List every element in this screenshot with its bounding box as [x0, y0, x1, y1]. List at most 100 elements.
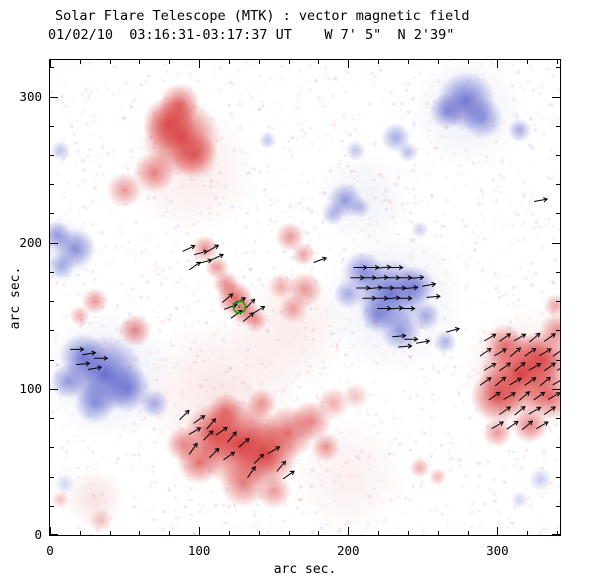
magnetic-vector-arrow — [210, 253, 224, 261]
magnetic-vector-arrow — [499, 406, 512, 416]
x-tick-label: 300 — [486, 543, 509, 558]
magnetic-vector-arrow — [389, 305, 404, 311]
magnetic-vector-arrow — [179, 409, 190, 421]
magnetic-vector-arrow — [483, 333, 497, 342]
magnetic-vector-arrow — [76, 361, 91, 367]
x-minor-tick — [557, 60, 559, 64]
magnetic-vector-arrow — [377, 305, 392, 312]
x-minor-tick — [169, 60, 171, 64]
magnetic-vector-arrow — [362, 295, 377, 301]
y-minor-tick — [50, 301, 54, 303]
x-minor-tick — [378, 531, 380, 535]
x-major-tick — [348, 60, 350, 68]
magnetic-vector-arrow — [94, 355, 109, 361]
x-minor-tick — [437, 60, 439, 64]
magnetic-vector-arrow — [499, 362, 512, 372]
y-minor-tick — [556, 155, 560, 156]
magnetic-vector-arrow — [182, 244, 196, 252]
y-minor-tick — [50, 505, 54, 507]
magnetic-vector-arrow — [386, 295, 401, 301]
magnetic-vector-arrow — [350, 275, 365, 281]
y-axis-label: arc sec. — [8, 266, 23, 330]
magnetic-vector-arrow — [518, 391, 531, 401]
magnetic-vector-arrow — [404, 336, 419, 342]
y-major-tick — [552, 388, 560, 390]
magnetic-vector-arrow — [374, 295, 389, 301]
magnetic-vector-arrow — [193, 249, 209, 256]
magnetic-vector-arrow — [521, 420, 534, 431]
y-minor-tick — [50, 330, 54, 332]
magnetic-vector-arrow — [499, 333, 512, 342]
x-tick-label: 200 — [336, 543, 360, 558]
y-tick-label: 300 — [19, 88, 42, 104]
figure-subtitle: 01/02/10 03:16:31-03:17:37 UT W 7' 5" N … — [48, 27, 455, 43]
x-minor-tick — [288, 531, 290, 535]
magnetic-vector-arrow — [188, 427, 202, 436]
flare-position-marker — [232, 300, 247, 314]
magnetic-vector-arrow — [488, 391, 501, 401]
x-minor-tick — [169, 531, 171, 535]
magnetic-vector-arrow — [206, 244, 220, 253]
magnetic-vector-arrow — [445, 327, 461, 333]
magnetic-vector-arrow — [389, 264, 404, 271]
magnetic-vector-arrow — [552, 380, 560, 386]
x-minor-tick — [288, 60, 290, 64]
magnetic-vector-arrow — [398, 295, 413, 301]
y-minor-tick — [556, 301, 560, 303]
y-major-tick — [50, 242, 58, 244]
magnetic-vector-arrow — [206, 418, 217, 430]
magnetic-vector-arrow — [365, 264, 380, 271]
x-axis-label: arc sec. — [273, 562, 337, 577]
y-minor-tick — [50, 155, 54, 156]
y-minor-tick — [556, 67, 560, 69]
magnetic-vector-arrow — [398, 275, 413, 281]
y-minor-tick — [50, 359, 54, 361]
magnetic-vector-arrow — [188, 261, 201, 271]
magnetic-vector-arrow — [267, 446, 281, 455]
y-minor-tick — [50, 418, 54, 420]
y-minor-tick — [50, 476, 54, 478]
magnetic-vector-arrow — [552, 348, 560, 357]
y-minor-tick — [556, 418, 560, 420]
magnetic-vector-arrow — [506, 420, 519, 430]
x-tick-label: 100 — [187, 543, 211, 558]
magnetic-vector-arrow — [392, 285, 407, 291]
x-major-tick — [199, 527, 201, 535]
x-minor-tick — [467, 60, 469, 64]
magnetic-vector-arrow — [533, 391, 546, 401]
magnetic-vector-arrow — [82, 350, 97, 356]
figure-title: Solar Flare Telescope (MTK) : vector mag… — [55, 8, 470, 24]
magnetic-vector-arrow — [547, 392, 560, 400]
magnetic-vector-arrow — [524, 347, 537, 357]
magnetic-vector-arrow — [514, 405, 526, 416]
magnetic-vector-arrow — [401, 305, 416, 312]
x-minor-tick — [79, 531, 81, 535]
magnetic-vector-arrow — [188, 442, 198, 455]
magnetic-vector-arrow — [198, 258, 213, 264]
magnetic-vector-arrow — [528, 363, 542, 371]
magnetic-vector-arrow — [223, 303, 238, 310]
y-minor-tick — [50, 184, 54, 186]
magnetic-vector-arrow — [404, 285, 419, 291]
x-minor-tick — [79, 60, 81, 64]
magnetic-vector-arrow — [242, 312, 255, 322]
y-minor-tick — [50, 213, 54, 215]
magnetic-vector-arrow — [410, 274, 425, 281]
magnetic-vector-arrow — [543, 406, 556, 416]
y-minor-tick — [50, 125, 54, 127]
magnetic-vector-arrow — [479, 347, 492, 357]
magnetic-vector-arrow — [398, 343, 413, 349]
magnetic-field-canvas — [50, 60, 560, 535]
vector-field-overlay — [70, 197, 560, 480]
magnetic-vector-arrow — [483, 363, 497, 371]
y-major-tick — [50, 388, 58, 390]
magnetic-vector-arrow — [513, 333, 527, 342]
magnetic-vector-arrow — [208, 447, 220, 459]
x-minor-tick — [527, 531, 529, 535]
y-minor-tick — [556, 447, 560, 449]
y-major-tick — [552, 96, 560, 98]
y-tick-label: 100 — [19, 380, 42, 396]
y-major-tick — [552, 534, 560, 535]
magnetic-vector-arrow — [491, 421, 505, 430]
